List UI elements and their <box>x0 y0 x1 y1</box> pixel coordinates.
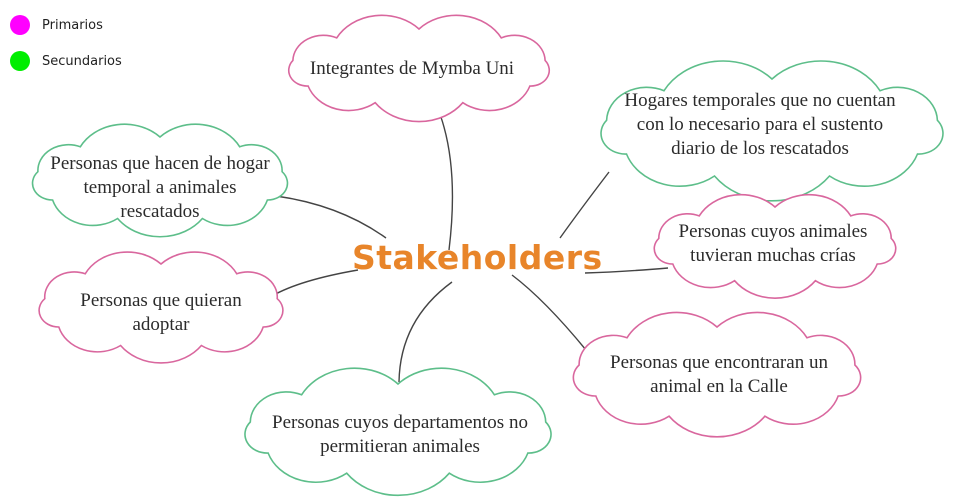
connectors <box>271 103 669 383</box>
node-departamentos-text: Personas cuyos departamentos no permitie… <box>272 412 528 457</box>
legend-primary-label: Primarios <box>42 17 103 33</box>
legend-primary-dot <box>10 15 30 35</box>
cloud-departamentos <box>244 367 552 497</box>
connector-departamentos <box>398 281 453 383</box>
cloud-mymba <box>288 14 550 123</box>
legend-secondary-label: Secundarios <box>42 53 122 69</box>
cloud-adoptar <box>38 251 284 364</box>
cloud-calle <box>572 311 862 438</box>
center-title: Stakeholders <box>352 238 603 277</box>
node-hogares-text: Hogares temporales que no cuentan con lo… <box>624 90 896 159</box>
node-adoptar-text: Personas que quieran adoptar <box>80 290 242 335</box>
legend-item-primary: Primarios <box>10 14 122 36</box>
cloud-hogares <box>600 60 944 202</box>
cloud-crias <box>653 193 897 299</box>
connector-mymba <box>435 103 454 251</box>
node-hogar-temporal-text: Personas que hacen de hogar temporal a a… <box>50 153 270 222</box>
legend-item-secondary: Secundarios <box>10 50 122 72</box>
node-calle-text: Personas que encontraran un animal en la… <box>610 352 828 397</box>
connector-hogar-temporal <box>275 195 387 239</box>
node-crias-text: Personas cuyos animales tuvieran muchas … <box>678 221 868 266</box>
connector-calle <box>511 274 587 351</box>
legend-secondary-dot <box>10 51 30 71</box>
legend: Primarios Secundarios <box>10 14 122 86</box>
connector-adoptar <box>271 269 359 297</box>
connector-crias <box>584 267 669 274</box>
node-mymba-text: Integrantes de Mymba Uni <box>309 58 515 79</box>
clouds <box>31 14 944 497</box>
connector-hogares <box>559 171 610 239</box>
cloud-hogar-temporal <box>31 123 289 238</box>
